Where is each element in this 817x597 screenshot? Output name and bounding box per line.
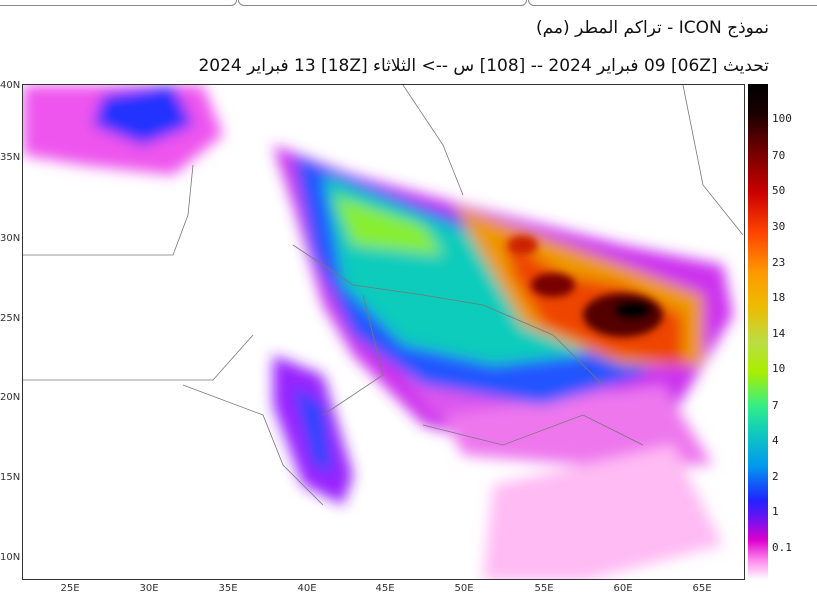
lon-label: 65E bbox=[692, 583, 712, 594]
colorbar-label: 1 bbox=[772, 505, 779, 518]
lon-label: 60E bbox=[613, 583, 633, 594]
colorbar-label: 23 bbox=[772, 256, 786, 269]
colorbar-label: 10 bbox=[772, 362, 786, 375]
tab-2[interactable] bbox=[238, 0, 527, 6]
tab-3[interactable] bbox=[528, 0, 817, 6]
colorbar-label: 2 bbox=[772, 470, 779, 483]
lon-label: 55E bbox=[534, 583, 554, 594]
colorbar-label: 70 bbox=[772, 149, 786, 162]
lat-label: 25N bbox=[0, 313, 21, 324]
colorbar-label: 14 bbox=[772, 327, 786, 340]
lon-label: 40E bbox=[297, 583, 317, 594]
colorbar-label: 4 bbox=[772, 434, 779, 447]
colorbar-label: 7 bbox=[772, 399, 779, 412]
tab-1[interactable] bbox=[0, 0, 237, 6]
lon-label: 35E bbox=[218, 583, 238, 594]
lat-label: 10N bbox=[0, 552, 21, 563]
colorbar-label: 0.1 bbox=[772, 541, 792, 554]
lon-label: 50E bbox=[454, 583, 474, 594]
precipitation-field bbox=[23, 85, 744, 579]
colorbar-label: 30 bbox=[772, 220, 786, 233]
map-subtitle: تحديث [06Z] 09 فبراير 2024 -- [108] س --… bbox=[198, 56, 769, 76]
colorbar-label: 18 bbox=[772, 291, 786, 304]
lon-label: 45E bbox=[375, 583, 395, 594]
precipitation-map bbox=[22, 84, 745, 580]
lat-label: 30N bbox=[0, 233, 21, 244]
lat-label: 20N bbox=[0, 392, 21, 403]
colorbar-label: 100 bbox=[772, 112, 792, 125]
lat-label: 15N bbox=[0, 472, 21, 483]
colorbar-label: 50 bbox=[772, 184, 786, 197]
lat-label: 40N bbox=[0, 80, 21, 91]
lon-label: 30E bbox=[139, 583, 159, 594]
colorbar bbox=[748, 84, 768, 580]
map-title: نموذج ICON - تراكم المطر (مم) bbox=[535, 18, 769, 38]
lat-label: 35N bbox=[0, 152, 21, 163]
lon-label: 25E bbox=[60, 583, 80, 594]
